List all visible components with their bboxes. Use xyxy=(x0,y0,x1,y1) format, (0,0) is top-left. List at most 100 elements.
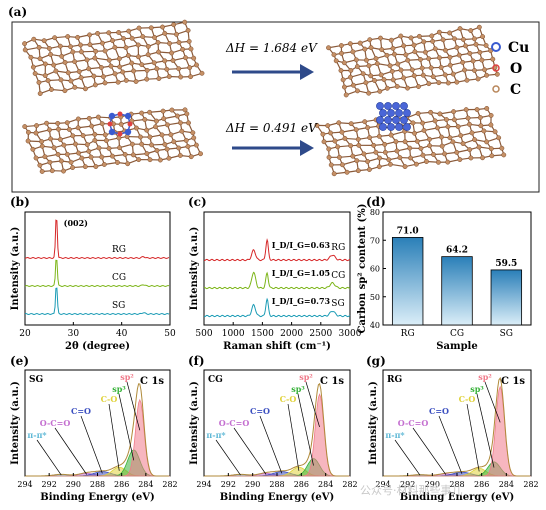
c-atom xyxy=(412,130,418,136)
c-atom xyxy=(125,53,131,58)
c-atom xyxy=(185,27,191,33)
c-atom xyxy=(372,78,377,83)
cu-atom xyxy=(387,123,395,131)
c-atom xyxy=(78,75,84,81)
series-label-sg: SG xyxy=(112,301,125,311)
c-atom xyxy=(42,154,48,160)
raman-line-cg xyxy=(203,271,351,290)
c-atom xyxy=(354,64,360,69)
c-atom xyxy=(466,121,472,127)
c-atom xyxy=(332,138,338,144)
c-atom xyxy=(183,137,189,143)
c-atom xyxy=(133,79,139,84)
c-atom xyxy=(387,63,393,69)
c-atom xyxy=(95,30,101,36)
peak-title: C 1s xyxy=(501,376,525,387)
cu-atom xyxy=(395,123,403,131)
c-atom xyxy=(59,53,65,59)
c-atom xyxy=(467,50,473,56)
x-tick-label: 2000 xyxy=(280,329,303,339)
c-atom xyxy=(45,78,51,83)
bar-value-label: 59.5 xyxy=(495,259,517,269)
c-atom xyxy=(194,62,199,68)
c-atom xyxy=(92,82,98,88)
c-atom xyxy=(102,48,108,54)
c-atom xyxy=(377,88,383,94)
component-pointer xyxy=(118,393,135,461)
c-atom xyxy=(37,56,43,62)
c-atom xyxy=(176,66,182,72)
c-atom xyxy=(190,130,196,136)
c-atom xyxy=(95,114,101,120)
c-atom xyxy=(339,162,345,168)
c-atom xyxy=(76,150,82,156)
c-atom xyxy=(401,75,407,81)
c-atom xyxy=(112,44,118,50)
c-atom xyxy=(61,168,66,174)
c-atom xyxy=(438,64,444,70)
x-tick-label: 284 xyxy=(318,480,333,489)
c-atom xyxy=(112,71,118,77)
c-atom xyxy=(185,144,191,149)
c-atom xyxy=(464,77,470,83)
c-atom xyxy=(25,138,31,144)
c-atom xyxy=(75,125,81,131)
c-atom xyxy=(62,88,68,94)
c-atom xyxy=(159,132,165,138)
cu-atom xyxy=(403,109,411,117)
c-atom xyxy=(335,144,341,150)
x-tick-label: 288 xyxy=(90,480,105,489)
peak-title: C 1s xyxy=(140,376,164,387)
c-atom xyxy=(451,109,457,115)
c-atom xyxy=(342,136,348,141)
c-atom xyxy=(418,57,423,62)
bar-rg xyxy=(391,237,424,326)
c-atom xyxy=(331,52,337,58)
c-atom xyxy=(154,66,160,72)
c-atom xyxy=(435,125,440,131)
c-atom xyxy=(64,151,70,157)
c-atom xyxy=(408,155,414,161)
c-atom xyxy=(179,128,185,134)
c-atom xyxy=(394,83,400,89)
x-tick-label: 290 xyxy=(245,480,260,489)
c-atom xyxy=(350,82,356,88)
c-atom xyxy=(33,155,39,161)
panel-a-frame xyxy=(11,21,540,193)
y-tick-label: 40 xyxy=(370,321,380,330)
c-atom xyxy=(456,52,462,58)
c-atom xyxy=(65,70,71,76)
c-atom xyxy=(82,86,88,92)
c-atom xyxy=(420,120,426,126)
c-atom xyxy=(384,85,390,91)
c-atom xyxy=(424,159,429,164)
c-atom xyxy=(44,120,50,126)
x-tick-label: 30 xyxy=(68,329,80,339)
c-atom xyxy=(402,139,408,145)
c-atom xyxy=(176,145,182,151)
component-label: π-π* xyxy=(206,430,226,440)
c-atom xyxy=(103,138,109,143)
graphene-sheet-top-left xyxy=(22,19,205,97)
cu-atom xyxy=(400,102,408,110)
component-pointer xyxy=(466,403,480,472)
x-tick-label: RG xyxy=(401,329,415,339)
c-atom xyxy=(149,142,155,148)
c-atom xyxy=(336,154,342,160)
c-atom xyxy=(62,59,68,65)
c-atom xyxy=(169,50,175,56)
x-tick-label: 294 xyxy=(375,480,390,489)
c-atom xyxy=(117,64,123,70)
c-atom xyxy=(328,130,333,136)
c-atom xyxy=(442,151,448,157)
c-atom xyxy=(403,52,409,58)
c-atom xyxy=(368,45,374,51)
cu-atom xyxy=(108,112,116,120)
component-pointer xyxy=(297,393,314,466)
c-atom xyxy=(75,116,81,122)
c-atom xyxy=(437,111,443,117)
x-tick-label: 286 xyxy=(294,480,309,489)
legend-marker-cu xyxy=(491,42,501,52)
c-atom xyxy=(373,149,379,155)
